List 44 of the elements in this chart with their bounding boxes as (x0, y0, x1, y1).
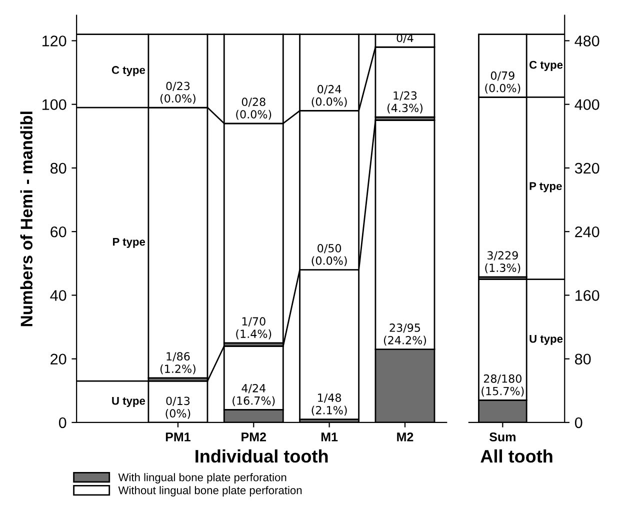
x-tick-label: M1 (321, 432, 338, 442)
text: U type (530, 334, 563, 345)
y2-tick-label: 80 (575, 354, 591, 365)
annotation: 0/23 (0.0%) (160, 82, 196, 104)
y-tick-label: 100 (42, 99, 66, 110)
y2-tick-label: 320 (574, 162, 600, 174)
y-tick-label: 120 (42, 36, 66, 46)
x-tick-label: Sum (489, 432, 516, 442)
text: C type (530, 60, 563, 71)
y-tick-label: 80 (50, 162, 66, 174)
x-tick-label: PM2 (242, 432, 266, 442)
annotation: P type (113, 238, 146, 248)
x-axis-title: Individual tooth (196, 449, 328, 463)
y2-tick-label: 160 (576, 290, 600, 301)
annotation: 0/13 (0%) (166, 396, 190, 419)
x-tick-label: PM1 (166, 432, 190, 442)
y-tick-label: 20 (50, 354, 66, 365)
text: P type (530, 182, 562, 192)
annotation: 0/28 (0.0%) (236, 98, 272, 120)
x-tick-label: M2 (397, 432, 414, 442)
legend-label: With lingual bone plate perforation (118, 473, 286, 484)
annotation: 1/86 (1.2%) (160, 352, 196, 374)
y-tick-label: 60 (50, 226, 66, 238)
annotation: 3/229 (1.3%) (485, 251, 520, 274)
annotation: 23/95 (24.2%) (384, 324, 426, 346)
annotation: 28/180 (15.7%) (482, 374, 524, 397)
x-axis-title: All tooth (480, 449, 552, 463)
y2-tick-label: 400 (574, 99, 600, 110)
annotation: 4/24 (16.7%) (232, 384, 275, 406)
y-axis-title: Numbers of Hemi - mandibl (20, 112, 32, 326)
annotation: 0/79 (0.0%) (485, 71, 520, 94)
annotation: 0/50 (0.0%) (312, 244, 347, 266)
annotation: 0/24 (0.0%) (312, 84, 347, 108)
legend-label: Without lingual bone plate perforation (118, 486, 302, 496)
annotation: 1/23 (4.3%) (387, 91, 422, 114)
y-tick-label: 0 (58, 417, 66, 428)
annotation: 1/48 (2.1%) (312, 394, 347, 416)
annotation: 1/70 (1.4%) (236, 317, 272, 340)
y2-tick-label: 240 (575, 226, 600, 238)
y2-tick-label: 480 (574, 36, 600, 46)
annotation: U type (112, 397, 146, 407)
y2-tick-label: 0 (574, 417, 582, 428)
annotation: C type (112, 66, 146, 76)
y-tick-label: 40 (50, 290, 66, 301)
